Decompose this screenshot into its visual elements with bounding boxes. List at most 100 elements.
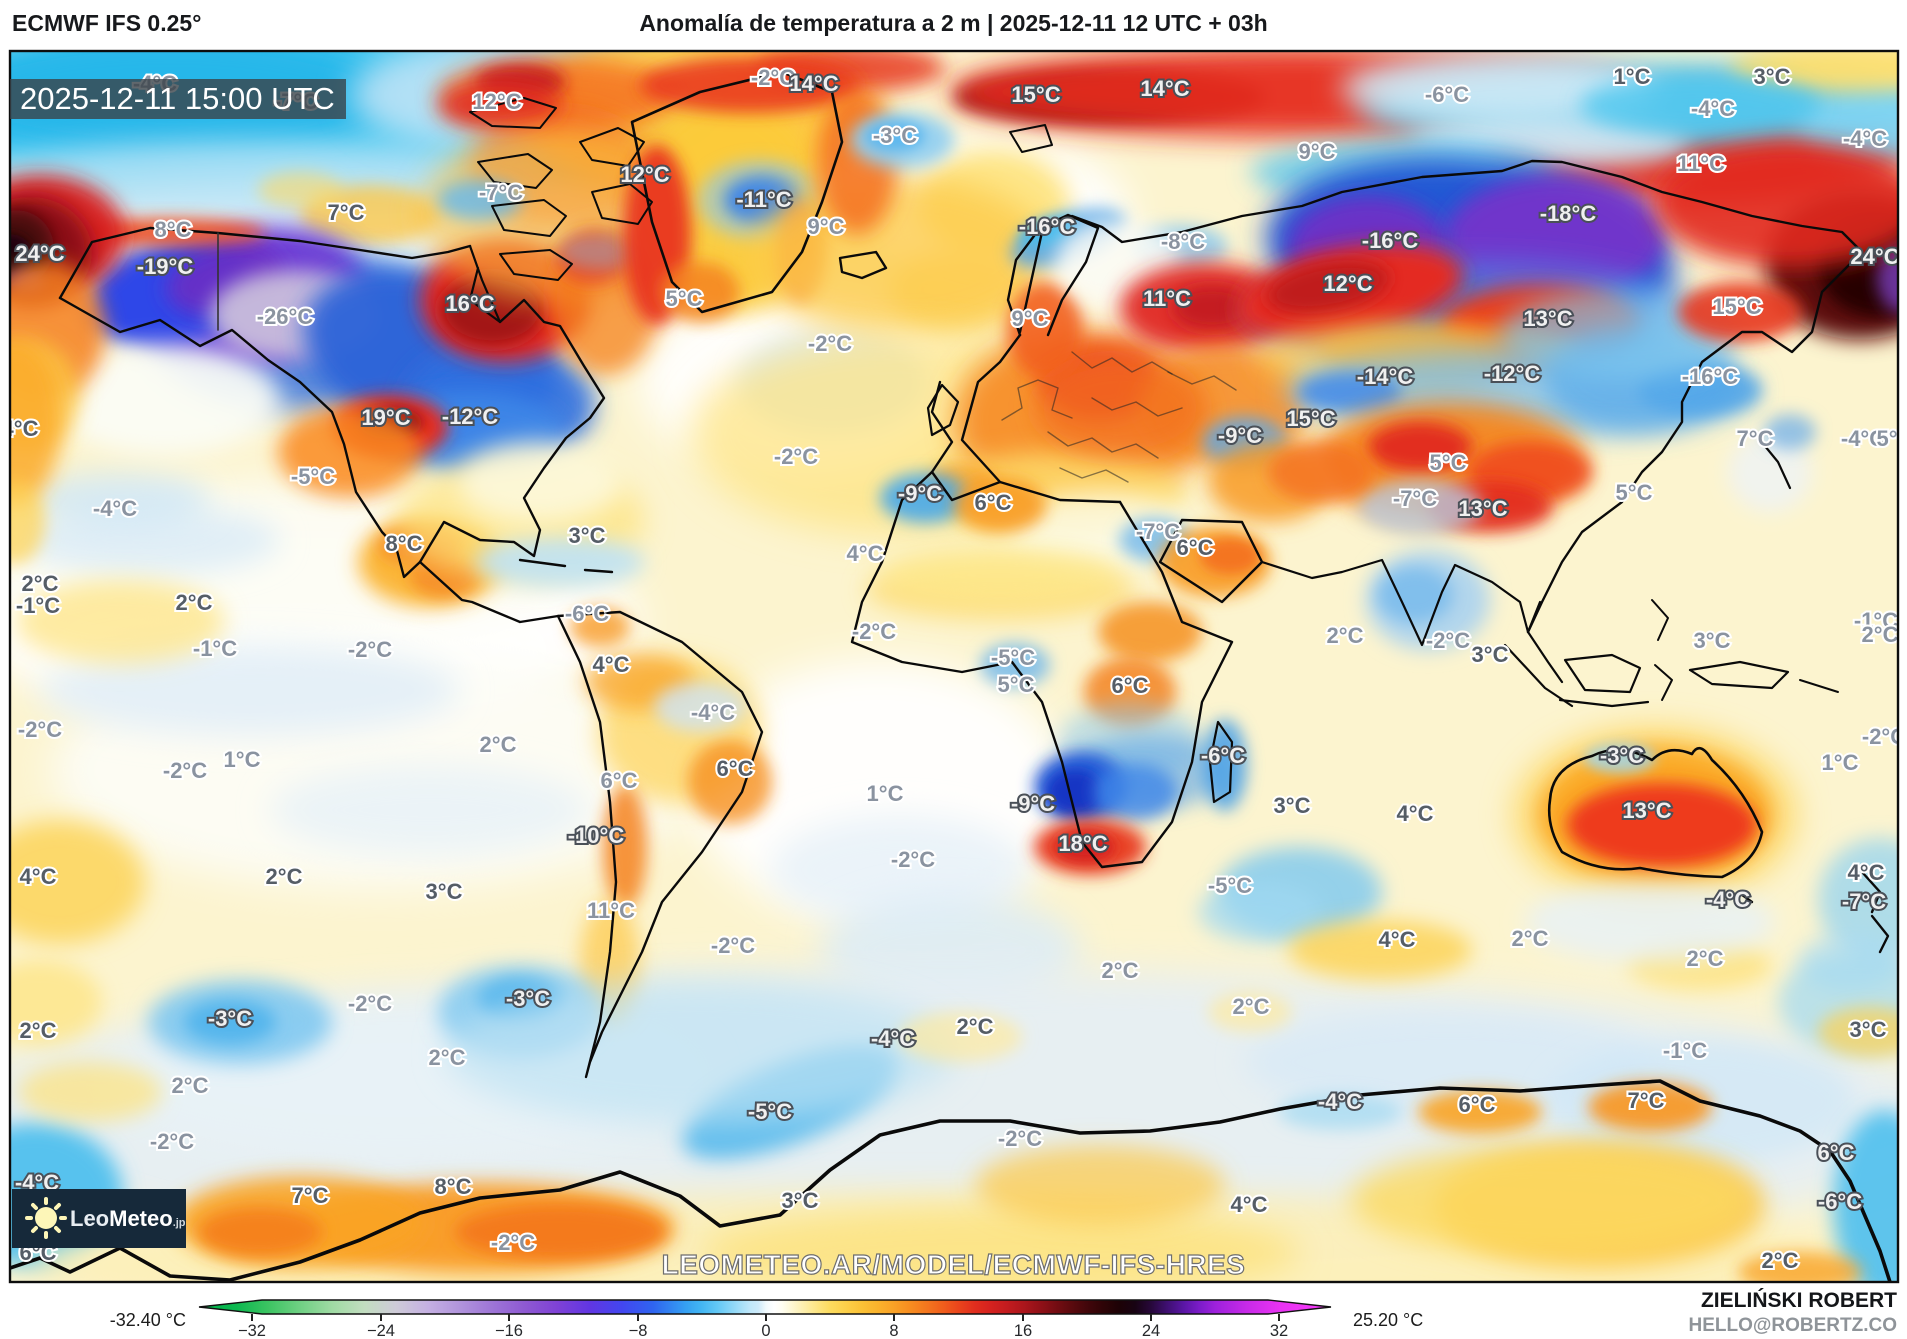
svg-text:32: 32 [1270, 1322, 1288, 1339]
svg-text:-2°C: -2°C [751, 65, 795, 90]
svg-text:-11°C: -11°C [736, 187, 791, 212]
svg-text:-1°C: -1°C [193, 636, 237, 661]
svg-text:3°C: 3°C [1472, 642, 1509, 667]
svg-text:2°C: 2°C [480, 732, 517, 757]
svg-text:9°C: 9°C [808, 214, 845, 239]
svg-text:-2°C: -2°C [711, 933, 755, 958]
svg-text:−8: −8 [629, 1322, 648, 1339]
svg-text:-2°C: -2°C [998, 1126, 1042, 1151]
svg-text:-5°C: -5°C [1208, 873, 1252, 898]
svg-text:-14°C: -14°C [1357, 364, 1414, 389]
svg-text:-6°C: -6°C [1425, 82, 1469, 107]
svg-text:-4°C: -4°C [871, 1026, 915, 1051]
svg-text:-4°C: -4°C [1318, 1089, 1362, 1114]
svg-text:6°C: 6°C [1459, 1092, 1496, 1117]
svg-text:-1°C: -1°C [16, 593, 60, 618]
svg-text:-2°C: -2°C [348, 991, 392, 1016]
svg-text:-3°C: -3°C [506, 986, 550, 1011]
svg-text:-4°C: -4°C [1691, 96, 1735, 121]
svg-text:3°C: 3°C [1850, 1017, 1887, 1042]
svg-text:-2°C: -2°C [891, 847, 935, 872]
svg-text:11°C: 11°C [587, 898, 635, 923]
svg-text:3°C: 3°C [1694, 628, 1731, 653]
svg-text:-5°C: -5°C [991, 645, 1035, 670]
svg-text:13°C: 13°C [1523, 306, 1572, 331]
svg-text:2°C: 2°C [1512, 926, 1549, 951]
svg-text:14°C: 14°C [789, 71, 838, 96]
svg-text:2°C: 2°C [1102, 958, 1139, 983]
svg-text:12°C: 12°C [620, 162, 669, 187]
svg-text:-18°C: -18°C [1540, 201, 1597, 226]
svg-text:12°C: 12°C [472, 89, 521, 114]
svg-text:5°C: 5°C [998, 672, 1035, 697]
svg-text:4°C: 4°C [1231, 1192, 1268, 1217]
svg-text:-3°C: -3°C [208, 1006, 252, 1031]
svg-text:1°C: 1°C [224, 747, 261, 772]
svg-text:-7°C: -7°C [1393, 486, 1437, 511]
svg-text:4°C: 4°C [847, 541, 884, 566]
svg-text:-1°C: -1°C [1854, 608, 1898, 633]
svg-text:7°C: 7°C [328, 200, 365, 225]
svg-text:-12°C: -12°C [442, 404, 499, 429]
svg-text:8°C: 8°C [155, 217, 192, 242]
svg-text:−16: −16 [495, 1322, 523, 1339]
svg-text:6°C: 6°C [1177, 535, 1214, 560]
svg-text:2°C: 2°C [957, 1014, 994, 1039]
svg-text:-2°C: -2°C [18, 717, 62, 742]
svg-text:-16°C: -16°C [1682, 364, 1739, 389]
svg-text:-2°C: -2°C [150, 1129, 194, 1154]
svg-text:6°C: 6°C [1112, 673, 1149, 698]
svg-text:5°C: 5°C [1616, 480, 1653, 505]
svg-text:-16°C: -16°C [1362, 228, 1419, 253]
svg-text:4°C: 4°C [1379, 927, 1416, 952]
svg-text:2°C: 2°C [176, 590, 213, 615]
svg-text:18°C: 18°C [1058, 831, 1107, 856]
svg-text:4°C: 4°C [593, 652, 630, 677]
svg-text:6°C: 6°C [1818, 1140, 1855, 1165]
svg-text:3°C: 3°C [426, 879, 463, 904]
svg-text:−32: −32 [238, 1322, 266, 1339]
svg-text:-6°C: -6°C [1818, 1189, 1862, 1214]
svg-text:1°C: 1°C [1614, 64, 1651, 89]
svg-text:6°C: 6°C [601, 768, 638, 793]
svg-text:2°C: 2°C [20, 1018, 57, 1043]
svg-text:9°C: 9°C [1299, 139, 1336, 164]
svg-text:16: 16 [1014, 1322, 1032, 1339]
svg-text:4°C: 4°C [1848, 860, 1885, 885]
svg-text:-2°C: -2°C [163, 758, 207, 783]
svg-text:15°C: 15°C [1286, 406, 1335, 431]
svg-text:-2°C: -2°C [852, 619, 896, 644]
svg-text:9°C: 9°C [1012, 306, 1049, 331]
svg-text:-8°C: -8°C [1161, 229, 1205, 254]
svg-text:-4°C: -4°C [1706, 887, 1750, 912]
svg-text:7°C: 7°C [292, 1183, 329, 1208]
svg-text:-26°C: -26°C [257, 304, 314, 329]
svg-text:24°C: 24°C [15, 241, 64, 266]
svg-text:13°C: 13°C [1622, 798, 1671, 823]
svg-text:5°C: 5°C [1430, 450, 1467, 475]
svg-text:-6°C: -6°C [565, 601, 609, 626]
svg-text:19°C: 19°C [361, 405, 410, 430]
svg-text:-19°C: -19°C [137, 254, 194, 279]
svg-text:-4°C: -4°C [1841, 426, 1885, 451]
svg-text:15°C: 15°C [1712, 294, 1761, 319]
svg-text:-5°C: -5°C [291, 464, 335, 489]
svg-text:3°C: 3°C [569, 523, 606, 548]
svg-text:16°C: 16°C [445, 291, 494, 316]
svg-text:-4°C: -4°C [691, 700, 735, 725]
svg-text:5°C: 5°C [1877, 426, 1907, 451]
svg-text:-2°C: -2°C [348, 637, 392, 662]
svg-text:-12°C: -12°C [1484, 361, 1541, 386]
svg-text:3°C: 3°C [1754, 64, 1791, 89]
svg-text:15°C: 15°C [1011, 82, 1060, 107]
svg-text:-6°C: -6°C [1201, 743, 1245, 768]
svg-text:2°C: 2°C [22, 571, 59, 596]
svg-text:6°C: 6°C [717, 756, 754, 781]
svg-text:11°C: 11°C [1677, 151, 1725, 176]
svg-text:6°C: 6°C [975, 490, 1012, 515]
svg-text:2°C: 2°C [1327, 623, 1364, 648]
svg-text:-7°C: -7°C [1136, 519, 1180, 544]
svg-text:2°C: 2°C [429, 1045, 466, 1070]
svg-text:24°C: 24°C [1850, 244, 1899, 269]
svg-text:2°C: 2°C [1233, 994, 1270, 1019]
